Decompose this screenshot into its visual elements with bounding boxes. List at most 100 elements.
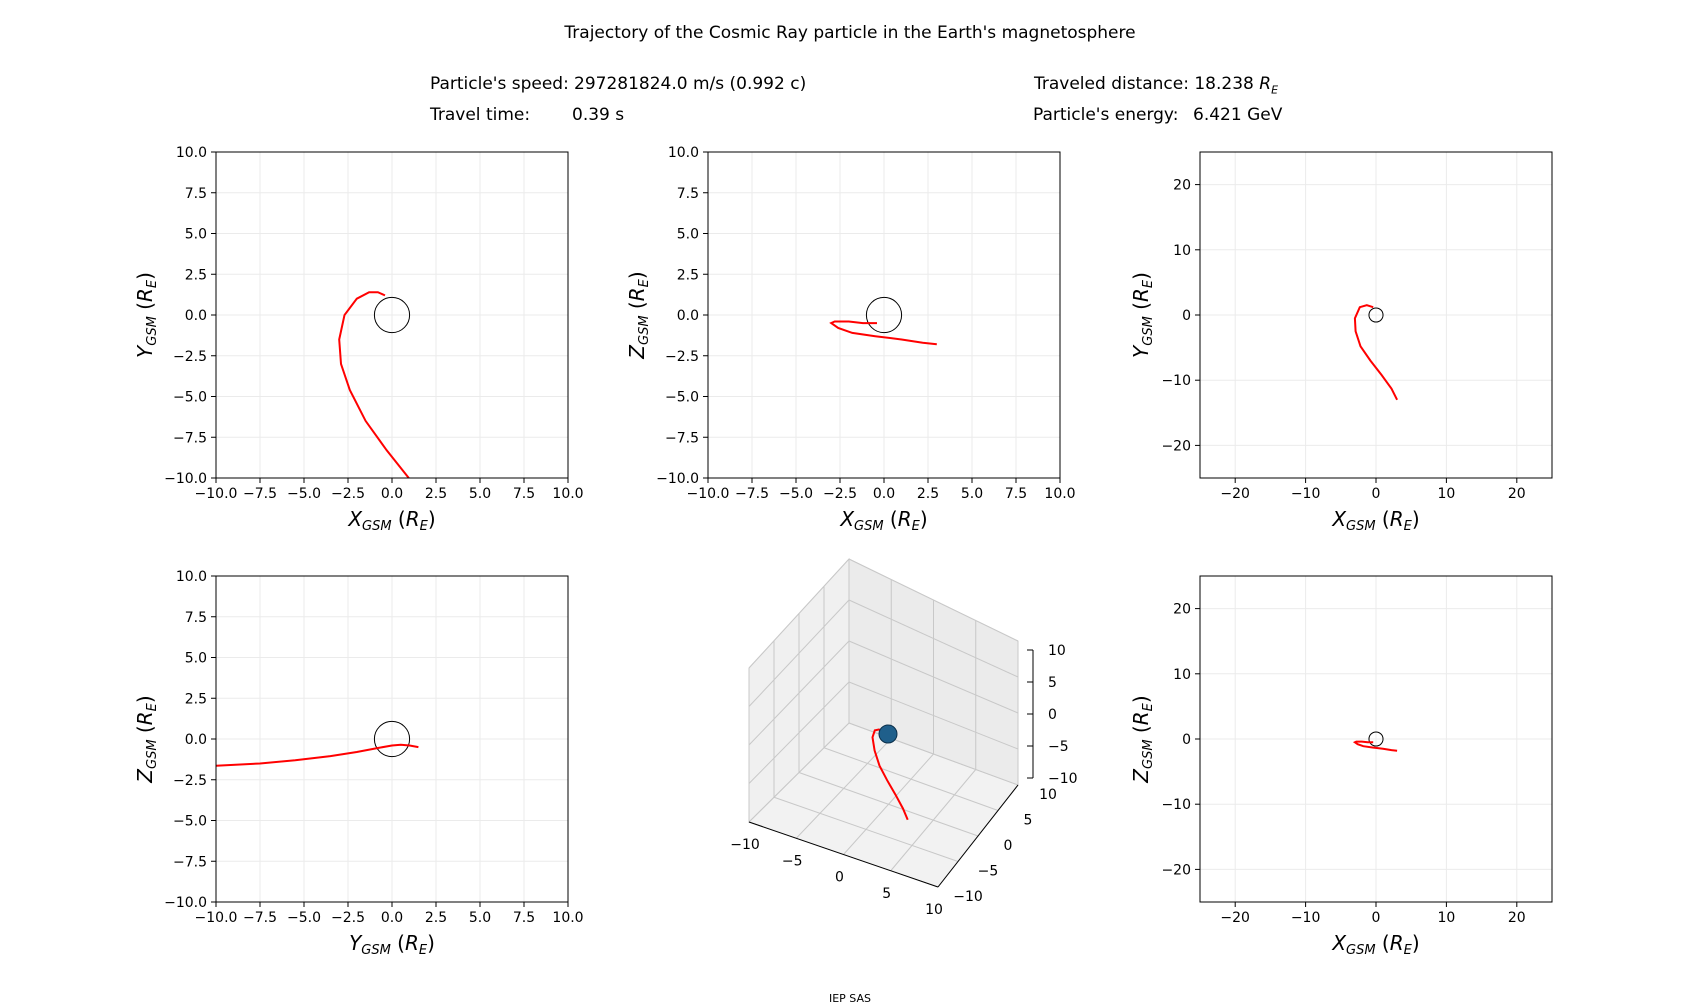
y-tick-label: −10 [1161, 373, 1191, 389]
axis-label: YGSM (RE) [349, 931, 435, 958]
y-tick-label: 0.0 [185, 732, 207, 748]
x-tick-label: −10.0 [195, 910, 238, 926]
y-tick-label: 20 [1173, 178, 1191, 194]
x-tick-label: −5.0 [779, 486, 813, 502]
y-tick-label: 2.5 [677, 267, 699, 283]
earth-outline [373, 720, 411, 758]
z-tick-label: −5 [1048, 739, 1069, 755]
axis-label: ZGSM (RE) [1129, 695, 1156, 783]
x-tick-label: −20 [1220, 486, 1250, 502]
speed-label: Particle's speed: [430, 74, 569, 94]
x-tick-label: −10 [1291, 486, 1321, 502]
y-tick-label: 0 [1182, 732, 1191, 748]
y-tick-label: −10 [1161, 797, 1191, 813]
grid-line [848, 599, 1019, 678]
y-tick-label: 5.0 [185, 227, 207, 243]
x-tick-label: 2.5 [425, 486, 447, 502]
energy-label: Particle's energy: [1033, 105, 1179, 125]
y-tick-label: −2.5 [173, 349, 207, 365]
time-label: Travel time: [430, 105, 531, 125]
y-tick-label: 0.0 [185, 308, 207, 324]
y-tick-label: 2.5 [185, 267, 207, 283]
x-tick-label: −20 [1220, 910, 1250, 926]
x-tick-label: 0.0 [381, 486, 403, 502]
y-tick-label: 7.5 [185, 186, 207, 202]
x-tick-label: 0 [835, 870, 844, 886]
x-tick-label: 7.5 [513, 486, 535, 502]
axis-label: XGSM (RE) [839, 507, 927, 534]
x-tick-label: 0 [1372, 486, 1381, 502]
y-tick-label: 10.0 [176, 569, 207, 585]
x-tick-label: 7.5 [513, 910, 535, 926]
y-tick-label: 2.5 [185, 691, 207, 707]
earth-3d [878, 724, 898, 744]
trajectory-line [338, 291, 411, 478]
y-axis-line [937, 784, 1019, 888]
chart-panel-2: −10.0 −7.5 −5.0 −2.5 0.0 2.5 5.0 7.5 10.0 −10.0 −7… [625, 145, 1076, 534]
x-tick-label: −5 [782, 853, 803, 869]
axis-label: YGSM (RE) [133, 272, 160, 358]
y-tick-label: −2.5 [173, 773, 207, 789]
x-tick-label: −5.0 [287, 486, 321, 502]
y-tick-label: 10 [1039, 787, 1057, 803]
y-tick-label: −5 [978, 864, 999, 880]
x-tick-label: 0.0 [381, 910, 403, 926]
earth-outline [865, 296, 903, 334]
distance-value: 18.238 [1194, 74, 1254, 94]
axis-label: YGSM (RE) [1129, 272, 1156, 358]
y-tick-label: −2.5 [665, 349, 699, 365]
x-tick-label: 5.0 [961, 486, 983, 502]
grid-line [823, 747, 999, 811]
x-tick-label: −5.0 [287, 910, 321, 926]
chart-panel-1: −10.0 −7.5 −5.0 −2.5 0.0 2.5 5.0 7.5 10.0 −10.0 −7… [133, 145, 584, 534]
y-tick-label: 5.0 [185, 651, 207, 667]
axis-label: XGSM (RE) [1331, 931, 1419, 958]
y-tick-label: −10.0 [164, 471, 207, 487]
x-tick-label: 7.5 [1005, 486, 1027, 502]
x-tick-label: 10 [925, 902, 943, 918]
axis-label: ZGSM (RE) [133, 695, 160, 783]
grid-line [748, 599, 850, 707]
y-tick-label: −10 [953, 889, 983, 905]
footer-credit: IEP SAS [828, 992, 872, 1005]
y-tick-label: 10 [1173, 667, 1191, 683]
grid-line [848, 681, 1019, 750]
x-tick-label: −10 [1291, 910, 1321, 926]
grid-line [748, 681, 850, 784]
y-tick-label: 5.0 [677, 227, 699, 243]
distance-label: Traveled distance: [1034, 74, 1189, 94]
grid-line [890, 769, 977, 872]
y-tick-label: 0 [1004, 838, 1013, 854]
grid-line [848, 558, 1019, 642]
y-tick-label: 10.0 [668, 145, 699, 161]
trajectory-line [1353, 304, 1398, 401]
energy-value: 6.421 GeV [1193, 105, 1283, 125]
y-tick-label: −20 [1161, 438, 1191, 454]
chart-panel-6: −20 −10 0 10 20 −20 −10 0 10 20 XGSM (RE) ZGSM (RE) [1129, 575, 1553, 958]
distance-readout: Traveled distance: 18.238 RE [1034, 74, 1278, 96]
trajectory-line [216, 743, 419, 767]
trajectory-line [829, 320, 937, 346]
distance-unit: R [1259, 74, 1272, 94]
y-tick-label: −5.0 [173, 814, 207, 830]
axis-label: XGSM (RE) [347, 507, 435, 534]
x-tick-label: 0.0 [873, 486, 895, 502]
x-axis-line [748, 821, 939, 888]
y-tick-label: 20 [1173, 602, 1191, 618]
earth-outline [1368, 731, 1384, 747]
x-tick-label: 10.0 [552, 910, 583, 926]
y-tick-label: 0 [1182, 308, 1191, 324]
x-tick-label: −2.5 [331, 486, 365, 502]
x-tick-label: −7.5 [243, 910, 277, 926]
x-tick-label: 0 [1372, 910, 1381, 926]
x-tick-label: 20 [1508, 910, 1526, 926]
y-tick-label: −10.0 [164, 895, 207, 911]
figure-title: Trajectory of the Cosmic Ray particle in… [564, 23, 1136, 43]
x-tick-label: 5.0 [469, 486, 491, 502]
grid-line [748, 640, 850, 746]
y-tick-label: 7.5 [677, 186, 699, 202]
grid-line [748, 558, 850, 669]
x-tick-label: −10 [730, 837, 760, 853]
